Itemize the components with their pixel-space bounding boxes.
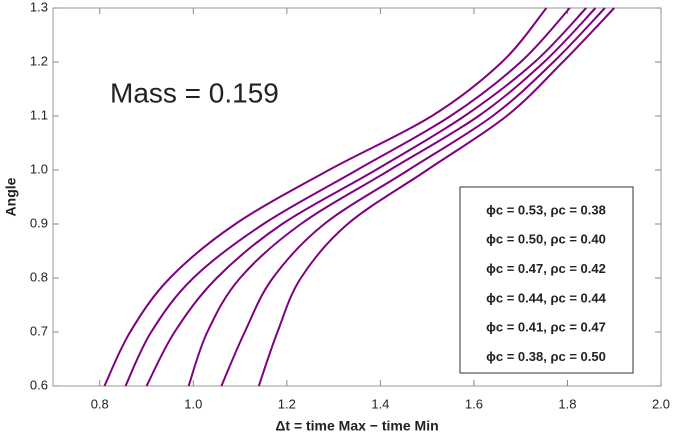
y-tick-label: 0.6 — [30, 377, 48, 392]
legend-entry: ϕc = 0.53, ρc = 0.38 — [486, 202, 606, 217]
x-tick-label: 1.0 — [184, 396, 202, 411]
y-tick-label: 1.1 — [30, 107, 48, 122]
y-tick-label: 0.7 — [30, 323, 48, 338]
x-tick-label: 2.0 — [652, 396, 670, 411]
y-tick-label: 1.2 — [30, 53, 48, 68]
series-line — [257, 7, 615, 387]
x-tick-label: 0.8 — [91, 396, 109, 411]
y-tick-label: 1.3 — [30, 0, 48, 14]
legend-entry: ϕc = 0.38, ρc = 0.50 — [486, 349, 606, 364]
series-line — [103, 7, 548, 387]
series-line — [124, 7, 571, 387]
series-line — [145, 7, 587, 387]
annotation: Mass = 0.159 — [110, 77, 279, 108]
y-axis-label: Angle — [3, 177, 19, 216]
x-axis-label: Δt = time Max − time Min — [275, 418, 438, 434]
series-line — [220, 7, 606, 387]
series-line — [187, 7, 597, 387]
x-tick-label: 1.4 — [371, 396, 389, 411]
legend-box — [459, 186, 634, 374]
x-tick-label: 1.8 — [558, 396, 576, 411]
legend-entry: ϕc = 0.47, ρc = 0.42 — [486, 261, 606, 276]
legend-entry: ϕc = 0.41, ρc = 0.47 — [486, 320, 606, 335]
legend-entry: ϕc = 0.50, ρc = 0.40 — [486, 232, 606, 247]
x-tick-label: 1.6 — [465, 396, 483, 411]
y-tick-label: 1.0 — [30, 161, 48, 176]
x-tick-label: 1.2 — [278, 396, 296, 411]
plot-frame — [52, 7, 662, 387]
y-tick-label: 0.9 — [30, 215, 48, 230]
y-tick-label: 0.8 — [30, 269, 48, 284]
legend-entry: ϕc = 0.44, ρc = 0.44 — [486, 290, 606, 305]
